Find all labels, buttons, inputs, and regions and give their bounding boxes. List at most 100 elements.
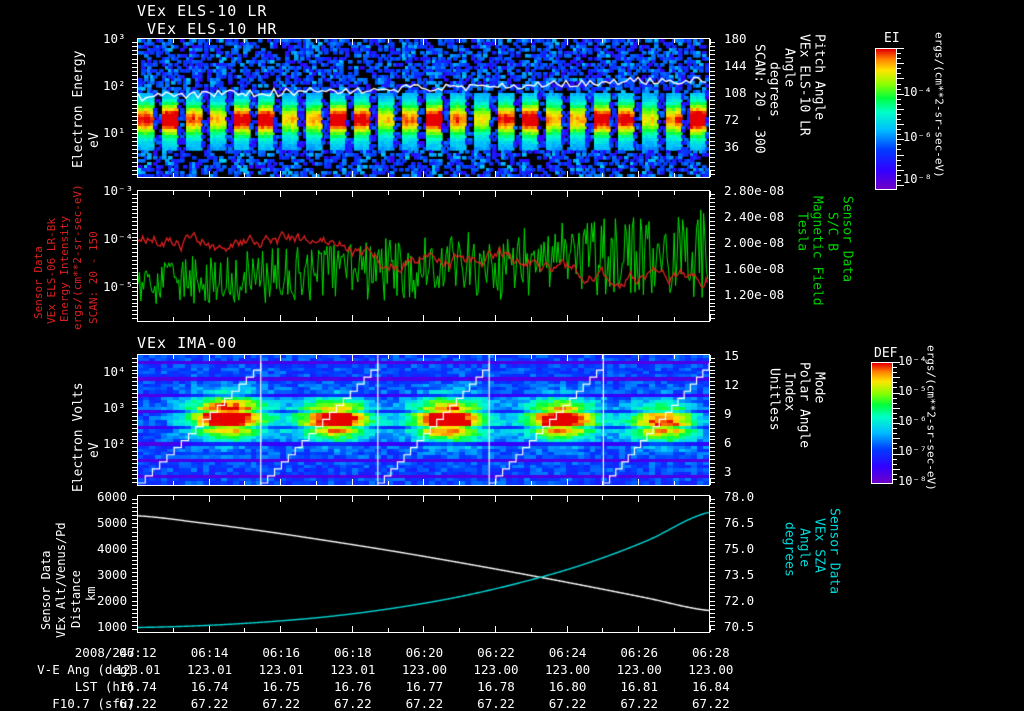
xtick-top-p0-8	[710, 39, 711, 45]
xtick-top-minor-p1-0	[173, 191, 174, 195]
panel3-plot[interactable]	[137, 354, 710, 486]
ytick-minor-left-p3-15	[132, 556, 137, 557]
colorbar-def-title: DEF	[874, 346, 898, 361]
ytick-minor-left-p0-6	[132, 63, 137, 64]
panel1-plot[interactable]	[137, 38, 710, 178]
ytick-minor-left-p2-26	[132, 455, 137, 456]
ytick-minor-left-p0-21	[132, 124, 137, 125]
xtick-top-minor-p3-6	[602, 496, 603, 500]
ytick-minor-left-p0-31	[132, 166, 137, 167]
ytick-minor-right-p3-26	[710, 601, 715, 602]
panel2-right-label-0: Sensor Data	[839, 196, 855, 283]
footer-row-label-3: F10.7 (sfu)	[52, 696, 135, 711]
ytick-minor-left-p1-28	[132, 299, 137, 300]
ytick-minor-right-p3-20	[710, 576, 715, 577]
cb1-tick-8	[897, 89, 901, 90]
ytick-minor-left-p0-22	[132, 129, 137, 130]
panel4-right-label-0: Sensor Data	[826, 508, 842, 595]
xtick-bot-minor-p3-1	[244, 628, 245, 632]
ytick-minor-left-p2-10	[132, 393, 137, 394]
ytick-minor-left-p3-1	[132, 499, 137, 500]
panel2-right-tick-3: 1.60e-08	[724, 261, 785, 276]
xtick-top-p0-4	[423, 39, 424, 45]
xtick-top-minor-p2-3	[388, 355, 389, 359]
ytick-minor-left-p1-8	[132, 221, 137, 222]
xtick-top-p1-6	[567, 191, 568, 197]
colorbar-ei-title: EI	[884, 31, 900, 46]
xtick-top-minor-p0-3	[388, 39, 389, 43]
colorbar-def-units: ergs/(cm**2-sr-sec-eV)	[924, 345, 938, 491]
panel3-title: VEx IMA-00	[137, 334, 238, 352]
ytick-minor-left-p1-21	[132, 272, 137, 273]
cb1-tick-27	[897, 185, 904, 186]
ytick-minor-right-p2-25	[710, 451, 715, 452]
panel3-ytick-2: 10²	[103, 436, 126, 451]
ytick-minor-right-p0-22	[710, 129, 715, 130]
cb1-tick-24	[897, 170, 904, 171]
footer-cell-r0-c2: 06:16	[262, 645, 300, 660]
ytick-minor-left-p2-32	[132, 478, 137, 479]
ytick-minor-right-p1-11	[710, 233, 715, 234]
footer-cell-r2-c0: 16.74	[119, 679, 157, 694]
cb2-tick-23	[893, 479, 897, 480]
ytick-minor-left-p2-25	[132, 451, 137, 452]
footer-cell-r2-c8: 16.84	[691, 679, 730, 694]
panel2-plot[interactable]	[137, 190, 710, 322]
ytick-minor-right-p2-23	[710, 443, 715, 444]
ytick-minor-right-p0-12	[710, 87, 715, 88]
ytick-minor-left-p3-24	[132, 592, 137, 593]
ytick-minor-right-p2-28	[710, 463, 715, 464]
ytick-minor-left-p2-21	[132, 436, 137, 437]
ytick-minor-left-p0-18	[132, 112, 137, 113]
ytick-minor-right-p3-2	[710, 503, 715, 504]
ytick-minor-left-p1-20	[132, 268, 137, 269]
xtick-bot-p3-2	[280, 626, 281, 632]
ytick-minor-right-p2-10	[710, 393, 715, 394]
ytick-minor-right-p2-12	[710, 401, 715, 402]
footer-cell-r0-c8: 06:28	[691, 645, 730, 660]
footer-row-label-1: V-E Ang (deg)	[37, 662, 135, 677]
ytick-minor-left-p3-27	[132, 605, 137, 606]
ytick-minor-right-p1-4	[710, 206, 715, 207]
ytick-minor-left-p2-31	[132, 474, 137, 475]
ytick-minor-left-p3-16	[132, 560, 137, 561]
cb2-tick-1	[893, 367, 897, 368]
cb2-tick-17	[893, 448, 897, 449]
footer-cell-r2-c3: 16.76	[333, 679, 372, 694]
xtick-top-p2-1	[209, 355, 210, 361]
cb1-tick-12	[897, 109, 904, 110]
ytick-minor-right-p2-16	[710, 416, 715, 417]
colorbar-ei	[875, 48, 897, 190]
ytick-minor-right-p3-4	[710, 511, 715, 512]
xtick-bot-p3-7	[638, 626, 639, 632]
footer-cell-r0-c5: 06:22	[477, 645, 515, 660]
cb2-tick-3	[893, 377, 900, 378]
ytick-minor-right-p3-18	[710, 568, 715, 569]
xtick-top-minor-p3-1	[244, 496, 245, 500]
cb1-tick-5	[897, 73, 901, 74]
ytick-minor-left-p3-4	[132, 511, 137, 512]
ytick-minor-left-p3-18	[132, 568, 137, 569]
ytick-minor-right-p1-7	[710, 217, 715, 218]
xtick-bot-minor-p2-2	[316, 481, 317, 485]
ytick-minor-right-p0-18	[710, 112, 715, 113]
cb1-tick-7	[897, 84, 901, 85]
xtick-bot-p3-5	[495, 626, 496, 632]
ytick-minor-right-p0-10	[710, 79, 715, 80]
ytick-minor-right-p2-31	[710, 474, 715, 475]
ytick-minor-left-p0-20	[132, 120, 137, 121]
ytick-minor-right-p2-15	[710, 412, 715, 413]
ytick-minor-left-p1-12	[132, 237, 137, 238]
ytick-minor-left-p2-16	[132, 416, 137, 417]
cb1-tick-26	[897, 180, 901, 181]
cb2-tick-18	[893, 454, 900, 455]
panel3-left-axis-units: eV	[87, 442, 102, 458]
ytick-minor-right-p2-22	[710, 439, 715, 440]
xtick-bot-p0-0	[137, 171, 138, 177]
panel4-plot[interactable]	[137, 495, 710, 633]
ytick-minor-left-p2-2	[132, 362, 137, 363]
ytick-minor-left-p0-1	[132, 42, 137, 43]
panel3-right-tick-1: 12	[724, 377, 740, 392]
ytick-minor-left-p0-19	[132, 116, 137, 117]
ytick-minor-right-p3-9	[710, 532, 715, 533]
